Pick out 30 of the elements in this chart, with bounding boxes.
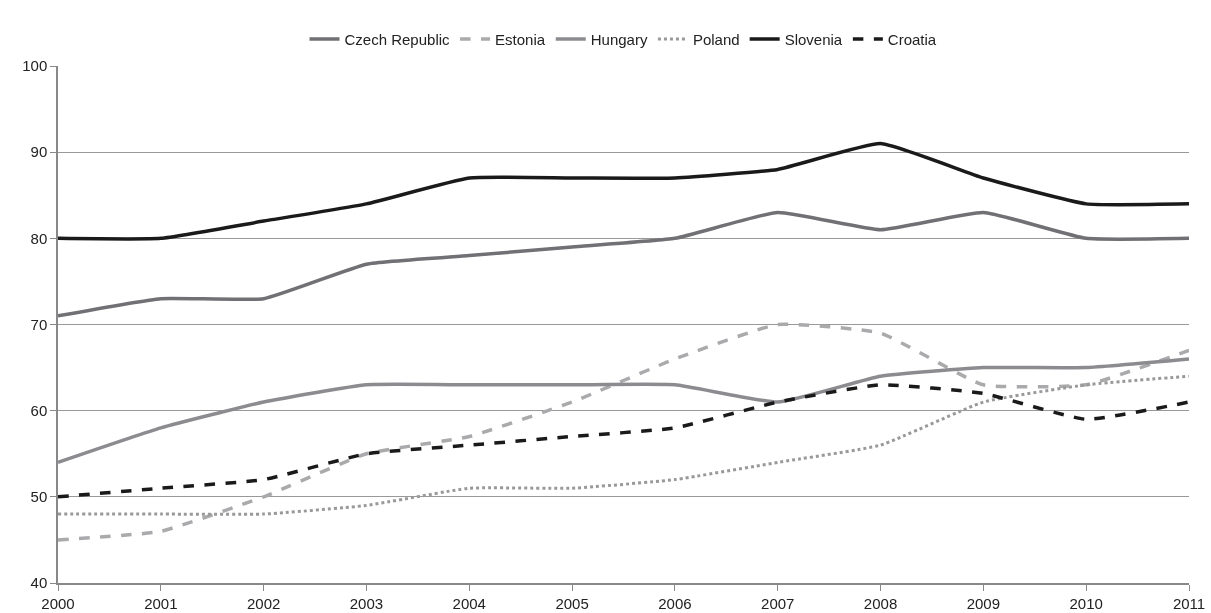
x-tick-label: 2006 — [658, 594, 692, 612]
legend-label: Czech Republic — [344, 30, 451, 48]
y-tick-label: 70 — [30, 315, 48, 333]
y-tick-label: 60 — [30, 401, 48, 419]
x-tick-label: 2002 — [246, 594, 281, 612]
y-tick-label: 80 — [30, 229, 48, 247]
y-tick-label: 90 — [30, 143, 48, 161]
y-tick-label: 50 — [30, 488, 48, 506]
x-tick-label: 2007 — [761, 594, 795, 612]
legend-label: Hungary — [590, 30, 648, 48]
x-tick-label: 2008 — [863, 594, 898, 612]
line-series — [58, 141, 1189, 241]
x-tick-label: 2001 — [144, 594, 178, 612]
x-tick-label: 2009 — [966, 594, 1001, 612]
legend-label: Croatia — [887, 30, 937, 48]
x-tick-label: 2004 — [452, 594, 486, 612]
line-series — [58, 210, 1189, 318]
x-tick-label: 2003 — [349, 594, 384, 612]
line-series — [58, 383, 1189, 499]
x-tick-label: 2011 — [1172, 594, 1206, 612]
legend-label: Estonia — [495, 30, 546, 48]
x-tick-label: 2005 — [555, 594, 589, 612]
line-series — [58, 322, 1189, 542]
x-tick-label: 2000 — [41, 594, 75, 612]
line-series — [58, 374, 1189, 516]
x-tick-label: 2010 — [1069, 594, 1103, 612]
legend-label: Slovenia — [784, 30, 843, 48]
y-tick-label: 40 — [30, 574, 48, 592]
legend-label: Poland — [692, 30, 740, 48]
y-tick-label: 100 — [22, 57, 48, 75]
